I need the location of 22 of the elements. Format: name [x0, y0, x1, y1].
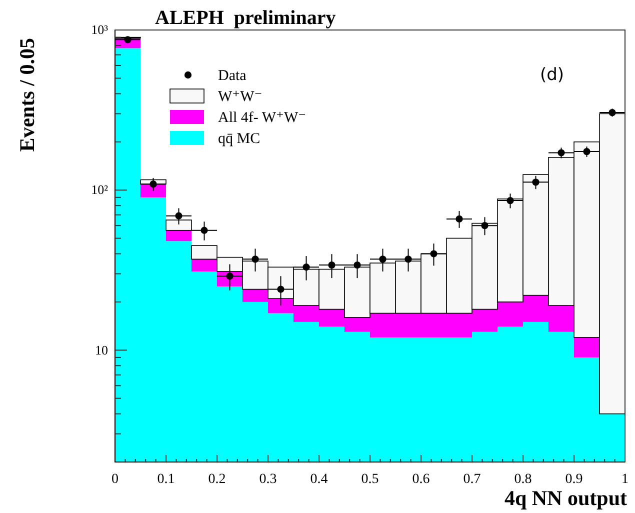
y-tick-label: 10² — [91, 182, 108, 198]
legend-label: Data — [218, 68, 247, 84]
x-axis-title: 4q NN output — [504, 486, 627, 510]
chart-title: ALEPH preliminary — [155, 7, 336, 29]
x-tick-label: 0 — [112, 472, 118, 488]
x-tick-label: 0.9 — [565, 472, 583, 488]
x-tick-label: 0.4 — [310, 472, 328, 488]
x-tick-label: 0.5 — [361, 472, 379, 488]
annotation: (d) — [540, 65, 564, 85]
y-tick-label: 10 — [95, 342, 108, 358]
x-tick-label: 0.2 — [208, 472, 226, 488]
legend-label: qq̄ MC — [218, 131, 260, 147]
y-tick-label: 10³ — [91, 22, 108, 38]
x-tick-label: 0.7 — [463, 472, 481, 488]
x-tick-label: 0.3 — [259, 472, 277, 488]
x-tick-label: 1 — [622, 472, 628, 488]
x-tick-label: 0.1 — [157, 472, 175, 488]
y-axis-title: Events / 0.05 — [15, 38, 39, 152]
x-tick-label: 0.6 — [412, 472, 430, 488]
legend-label: All 4f- W⁺W⁻ — [218, 110, 306, 126]
legend-label: W⁺W⁻ — [218, 89, 262, 105]
x-tick-label: 0.8 — [514, 472, 532, 488]
